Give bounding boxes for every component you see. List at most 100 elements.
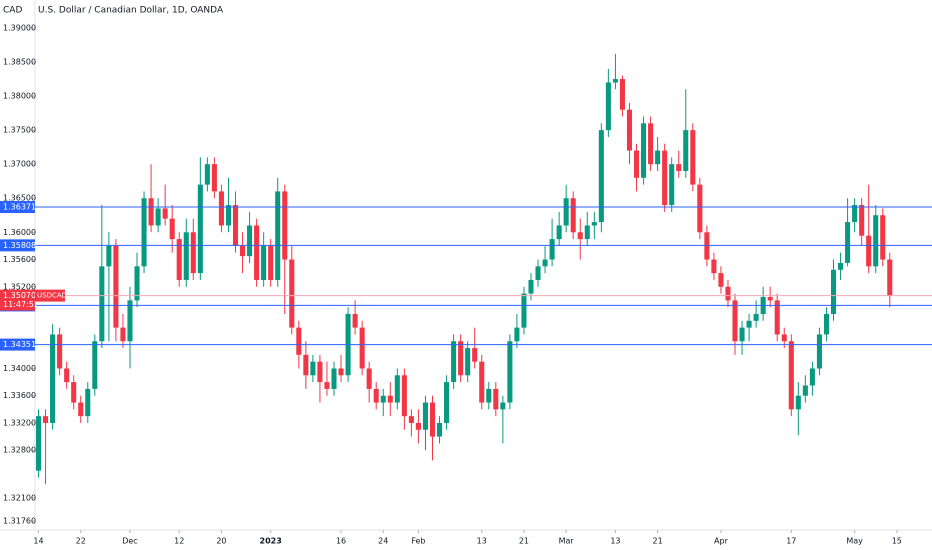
candle-body — [296, 327, 302, 355]
y-tick-label: 1.35200 — [3, 282, 36, 291]
candle-body — [570, 198, 576, 233]
x-tick-label: Mar — [559, 537, 575, 546]
price-label-box — [0, 338, 35, 351]
x-tick-label: 21 — [519, 537, 529, 546]
candle-body — [823, 313, 830, 335]
y-tick-label: 1.37500 — [3, 126, 36, 135]
candle-body — [148, 198, 154, 226]
candle-body — [422, 402, 428, 430]
x-tick-label: Dec — [122, 537, 137, 546]
candle-body — [240, 245, 246, 257]
candle-body — [669, 164, 675, 206]
y-tick-label: 1.33600 — [3, 391, 36, 400]
y-tick-label: 1.31760 — [3, 517, 36, 526]
candle-body — [303, 354, 309, 376]
candle-body — [451, 341, 457, 383]
candle-body — [880, 215, 886, 260]
candle-body — [641, 123, 647, 178]
candle-body — [465, 348, 471, 376]
candle-body — [563, 198, 569, 226]
y-tick-label: 1.37000 — [3, 160, 36, 169]
candle-body — [549, 239, 555, 260]
candle-body — [232, 205, 239, 246]
candle-body — [162, 208, 168, 219]
candle-body — [845, 222, 851, 263]
candle-body — [690, 130, 696, 185]
candle-body — [380, 395, 386, 403]
candle-body — [366, 368, 372, 389]
candle-body — [830, 269, 837, 314]
x-tick-label: 12 — [174, 537, 184, 546]
candle-body — [767, 296, 773, 301]
y-tick-label: 1.32800 — [3, 446, 36, 455]
y-tick-label: 1.33200 — [3, 418, 36, 427]
currency-label: CAD — [3, 6, 22, 16]
candle-body — [732, 300, 738, 342]
candle-body — [352, 313, 358, 328]
price-label: 1.35808 — [3, 241, 36, 250]
candle-body — [268, 245, 274, 280]
candle-body — [866, 235, 872, 267]
price-label: 1.34351 — [3, 340, 36, 349]
candle-body — [289, 259, 295, 328]
candle-body — [120, 327, 126, 342]
candle-body — [169, 218, 175, 240]
candle-body — [57, 334, 63, 369]
candle-body — [415, 422, 421, 430]
candle-body — [444, 382, 450, 423]
x-tick-label: 15 — [892, 537, 902, 546]
x-tick-label: 17 — [786, 537, 796, 546]
candle-body — [788, 341, 794, 410]
price-label-box — [0, 201, 35, 214]
candle-body — [211, 164, 217, 192]
x-tick-label: 21 — [653, 537, 663, 546]
candle-body — [71, 382, 77, 403]
candle-body — [598, 130, 604, 223]
candle-body — [514, 327, 520, 342]
candle-body — [78, 402, 84, 417]
x-tick-label: 16 — [336, 537, 346, 546]
candle-body — [92, 341, 98, 389]
x-tick-label: Apr — [714, 537, 729, 546]
candle-body — [218, 191, 224, 226]
symbol-tag-box — [35, 289, 65, 302]
candle-body — [725, 286, 731, 301]
candle-body — [648, 123, 654, 165]
candle-body — [113, 245, 119, 328]
candle-body — [436, 422, 443, 437]
candle-body — [282, 191, 288, 260]
candle-body — [204, 164, 210, 185]
candles — [35, 53, 893, 485]
candle-body — [134, 266, 140, 301]
candle-body — [577, 232, 583, 240]
x-tick-label: 13 — [610, 537, 620, 546]
candle-body — [683, 130, 689, 171]
candle-body — [704, 232, 710, 260]
candle-body — [556, 225, 562, 240]
candle-body — [387, 395, 393, 403]
price-label: 1.36371 — [3, 203, 36, 212]
candle-body — [542, 259, 548, 267]
candle-body — [183, 232, 189, 280]
candle-body — [359, 327, 365, 369]
candle-body — [190, 232, 196, 274]
y-tick-label: 1.36000 — [3, 228, 36, 237]
candle-body — [528, 279, 534, 294]
y-tick-label: 1.36500 — [3, 194, 36, 203]
candle-body — [591, 222, 597, 226]
candle-body — [106, 245, 112, 267]
x-tick-label: 24 — [378, 537, 388, 546]
candle-body — [479, 361, 485, 403]
candle-body — [331, 368, 337, 389]
y-tick-label: 1.38500 — [3, 58, 36, 67]
candle-body — [64, 368, 70, 383]
candle-body — [275, 191, 281, 280]
candle-body — [816, 334, 822, 369]
candle-body — [859, 205, 865, 236]
x-tick-label: 13 — [477, 537, 487, 546]
y-tick-label: 1.32100 — [3, 493, 36, 502]
x-tick-label: 2023 — [260, 537, 282, 546]
candle-body — [838, 262, 844, 270]
candle-body — [753, 313, 759, 321]
